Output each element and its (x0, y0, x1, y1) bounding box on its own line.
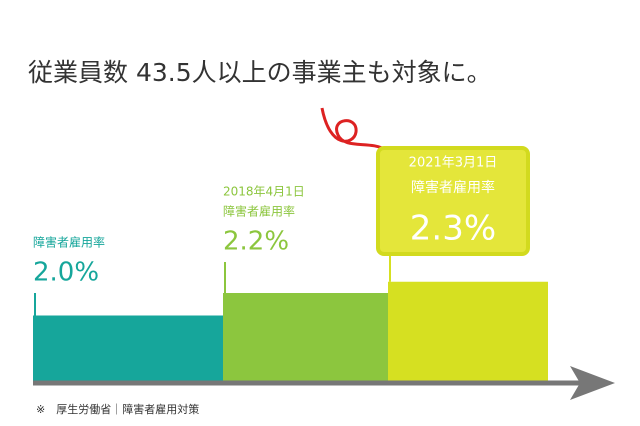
arrow-head (570, 366, 615, 400)
footnote: ※ 厚生労働省｜障害者雇用対策 (36, 402, 199, 416)
chart-title: 従業員数 43.5人以上の事業主も対象に。 (28, 58, 492, 87)
bar (388, 281, 548, 383)
ribbon (320, 107, 387, 152)
series-label: 障害者雇用率 (223, 204, 295, 219)
bar (33, 315, 223, 383)
highlight-box (376, 146, 530, 256)
series-label: 障害者雇用率 (33, 235, 105, 250)
value-label: 2.3% (410, 209, 496, 249)
category-label: 2021年3月1日 (409, 156, 498, 171)
value-label: 2.2% (223, 227, 289, 257)
series-label: 障害者雇用率 (411, 179, 495, 196)
category-label: 2018年4月1日 (223, 185, 305, 199)
value-label: 2.0% (33, 258, 99, 288)
bar (223, 293, 388, 383)
